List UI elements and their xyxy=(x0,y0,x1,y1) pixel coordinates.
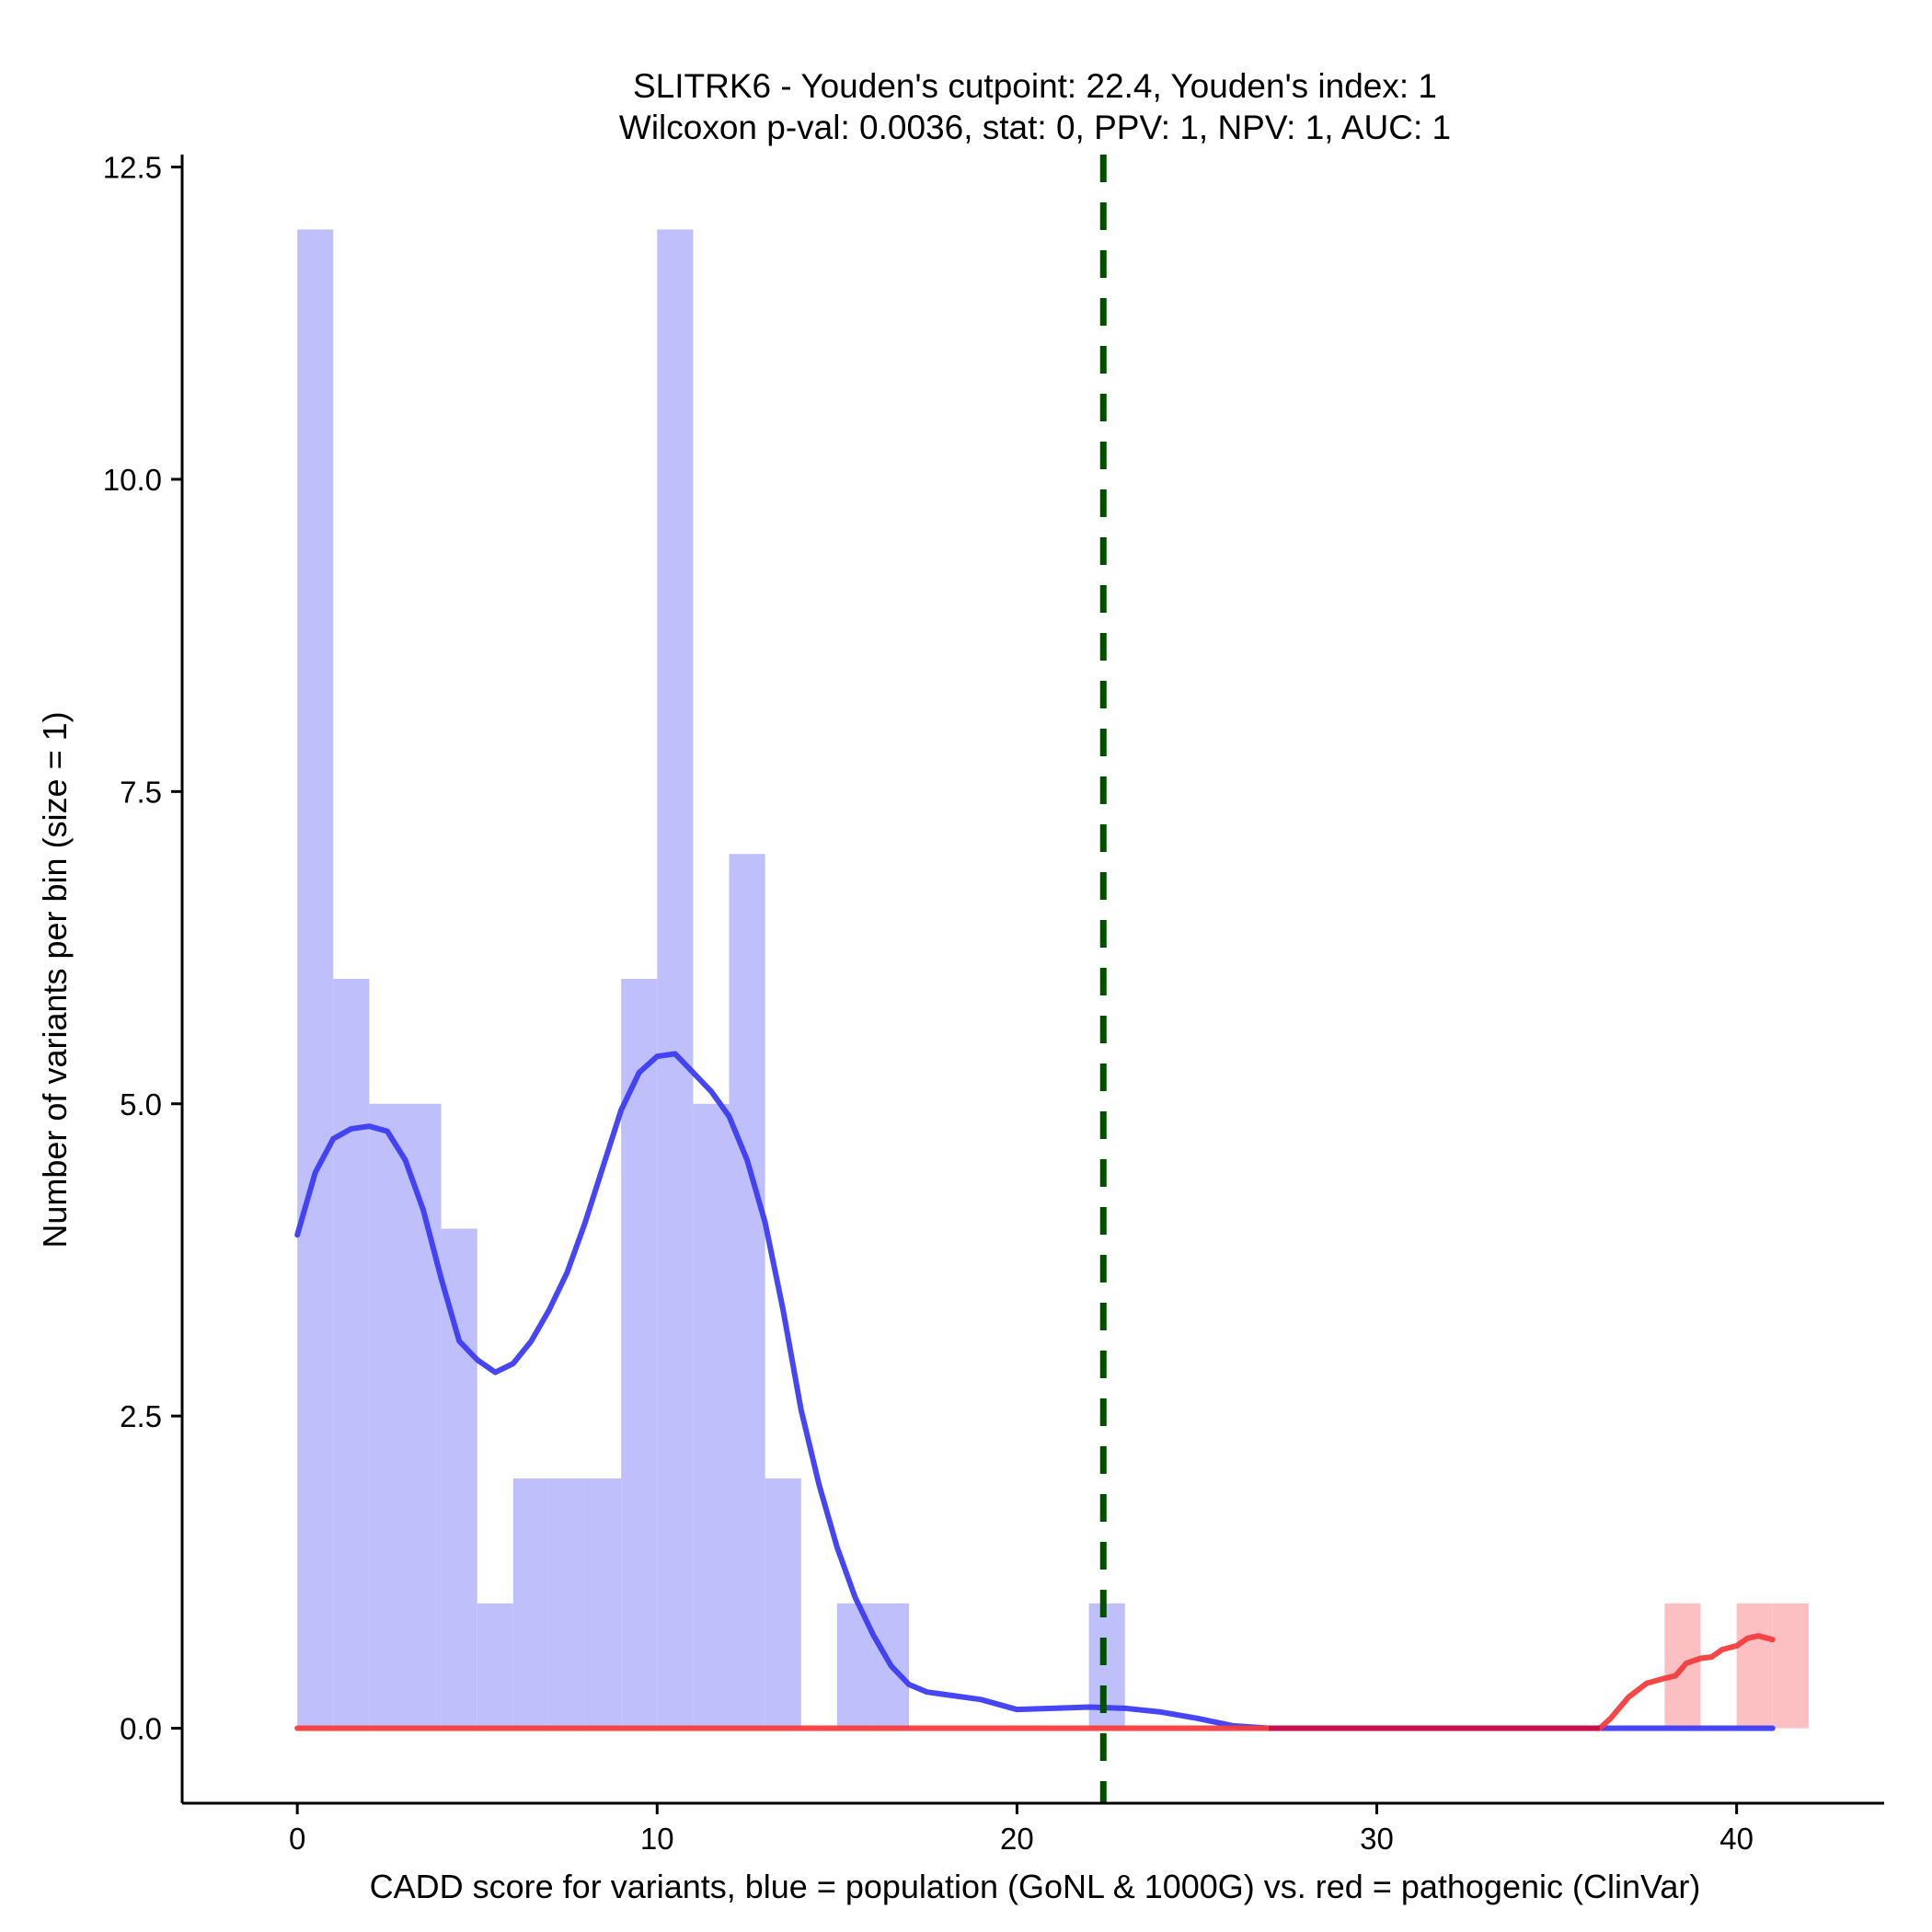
population-bar-13 xyxy=(765,1478,801,1729)
x-tick-label-40: 40 xyxy=(1719,1822,1754,1856)
population-bar-8 xyxy=(585,1478,622,1729)
y-tick-label-7.5: 7.5 xyxy=(120,775,162,809)
population-bar-3 xyxy=(405,1103,442,1729)
population-bar-7 xyxy=(548,1478,586,1729)
y-tick-label-0: 0.0 xyxy=(120,1712,162,1746)
chart-title-line-1: SLITRK6 - Youden's cutpoint: 22.4, Youde… xyxy=(633,67,1437,105)
x-tick-label-30: 30 xyxy=(1360,1822,1394,1856)
x-tick-label-10: 10 xyxy=(640,1822,674,1856)
population-histogram-bars xyxy=(297,229,1125,1729)
pathogenic-bar-41 xyxy=(1772,1603,1809,1729)
y-tick-label-5: 5.0 xyxy=(120,1087,162,1121)
x-tick-label-20: 20 xyxy=(1000,1822,1034,1856)
y-tick-label-12.5: 12.5 xyxy=(103,151,162,185)
population-bar-1 xyxy=(333,979,370,1729)
population-bar-0 xyxy=(297,229,334,1729)
population-bar-6 xyxy=(512,1478,549,1729)
population-bar-4 xyxy=(441,1228,477,1729)
y-tick-label-10: 10.0 xyxy=(103,463,162,497)
density-curves xyxy=(294,1051,1776,1731)
axes: 0 10 20 30 40 0.0 2.5 5.0 7.5 10.0 12.5 xyxy=(103,151,1884,1856)
population-bar-5 xyxy=(477,1603,513,1729)
population-bar-11 xyxy=(693,1103,730,1729)
y-tick-label-2.5: 2.5 xyxy=(120,1399,162,1433)
chart-title-line-2: Wilcoxon p-val: 0.0036, stat: 0, PPV: 1,… xyxy=(619,109,1451,146)
x-axis-title: CADD score for variants, blue = populati… xyxy=(370,1868,1701,1905)
y-axis-title: Number of variants per bin (size = 1) xyxy=(36,711,74,1248)
population-density-curve xyxy=(294,1051,1776,1731)
x-tick-label-0: 0 xyxy=(289,1822,305,1856)
population-bar-9 xyxy=(621,979,658,1729)
population-bar-12 xyxy=(729,854,765,1729)
population-bar-2 xyxy=(369,1103,406,1729)
population-bar-10 xyxy=(657,229,694,1729)
pathogenic-bar-40 xyxy=(1736,1603,1773,1729)
